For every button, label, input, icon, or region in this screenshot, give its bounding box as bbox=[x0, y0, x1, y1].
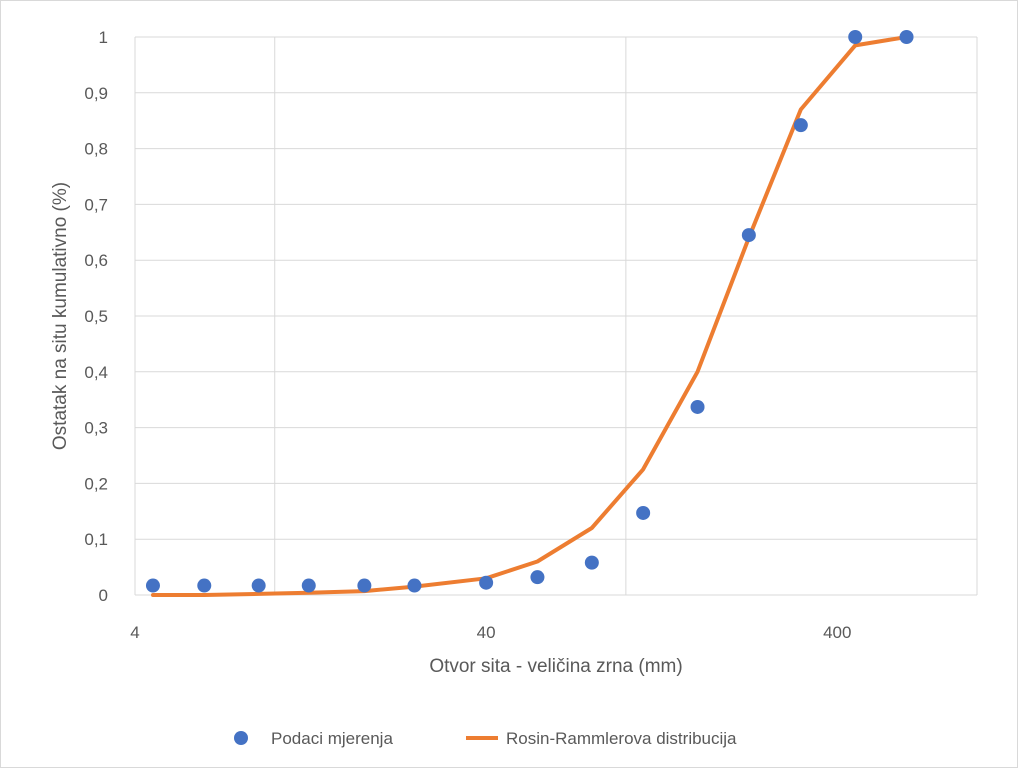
y-tick-label: 0,8 bbox=[84, 140, 108, 159]
data-point-podaci bbox=[197, 578, 212, 593]
data-point-podaci bbox=[741, 228, 756, 243]
data-point-podaci bbox=[301, 578, 316, 593]
data-point-podaci bbox=[848, 30, 863, 44]
y-tick-label: 0,9 bbox=[84, 84, 108, 103]
y-tick-label: 0,3 bbox=[84, 419, 108, 438]
y-tick-label: 0,1 bbox=[84, 530, 108, 549]
y-tick-label: 0,7 bbox=[84, 195, 108, 214]
data-point-podaci bbox=[636, 505, 651, 520]
y-axis-title: Ostatak na situ kumulativno (%) bbox=[50, 182, 71, 450]
y-tick-label: 0,2 bbox=[84, 474, 108, 493]
data-point-podaci bbox=[899, 30, 914, 44]
data-point-podaci bbox=[145, 578, 160, 593]
x-axis-title: Otvor sita - veličina zrna (mm) bbox=[429, 656, 682, 677]
x-tick-label: 4 bbox=[130, 623, 139, 642]
y-tick-label: 0,4 bbox=[84, 363, 108, 382]
legend-marker-podaci bbox=[234, 731, 248, 745]
data-point-podaci bbox=[690, 399, 705, 414]
series-line-rosin-rammler bbox=[151, 35, 909, 597]
y-tick-label: 0 bbox=[99, 586, 108, 605]
x-tick-label: 40 bbox=[477, 623, 496, 642]
data-point-podaci bbox=[407, 578, 422, 593]
legend: Podaci mjerenja Rosin-Rammlerova distrib… bbox=[234, 729, 737, 748]
series-layer bbox=[145, 30, 914, 597]
y-tick-label: 0,6 bbox=[84, 251, 108, 270]
data-point-podaci bbox=[793, 118, 808, 133]
data-point-podaci bbox=[357, 578, 372, 593]
legend-label-podaci: Podaci mjerenja bbox=[271, 729, 393, 748]
data-point-podaci bbox=[479, 575, 494, 590]
y-tick-label: 0,5 bbox=[84, 307, 108, 326]
legend-label-rosin-rammler: Rosin-Rammlerova distribucija bbox=[506, 729, 737, 748]
y-tick-label: 1 bbox=[99, 28, 108, 47]
data-point-podaci bbox=[251, 578, 266, 593]
data-point-podaci bbox=[530, 570, 545, 585]
tick-labels: 0 0,1 0,2 0,3 0,4 0,5 0,6 0,7 0,8 0,9 1 4 40 400 bbox=[84, 28, 851, 642]
grid-layer bbox=[134, 36, 978, 596]
data-point-podaci bbox=[584, 555, 599, 570]
x-tick-label: 400 bbox=[823, 623, 851, 642]
